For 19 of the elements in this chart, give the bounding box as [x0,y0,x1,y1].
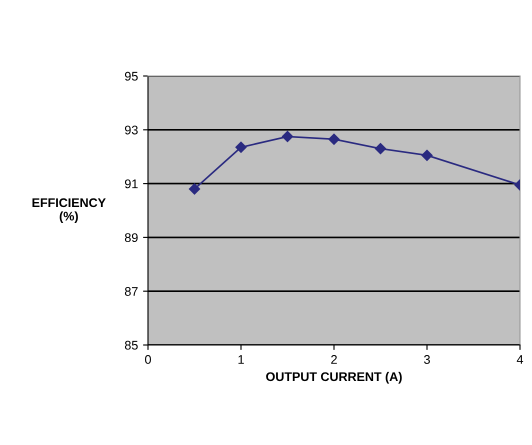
x-tick-label: 2 [331,355,337,364]
x-axis-title: OUTPUT CURRENT (A) [266,372,402,384]
y-tick-label: 93 [124,126,138,134]
point [421,150,433,161]
x-tick-label: 0 [145,355,151,364]
y-tick-label: 85 [124,340,138,350]
point [328,134,340,145]
y-tick-label: 87 [124,287,138,296]
point [188,183,200,195]
x-tick-label: 1 [238,355,244,364]
x-tick-label: 3 [424,355,430,364]
y-tick-label: 95 [124,72,138,81]
point [374,143,386,154]
y-tick-label: 89 [124,233,138,242]
y-axis-title: EFFICIENCY (%) [32,198,106,224]
point [282,130,294,142]
x-tick-label: 4 [516,355,524,364]
point [235,142,247,153]
y-tick-label: 91 [124,179,138,188]
